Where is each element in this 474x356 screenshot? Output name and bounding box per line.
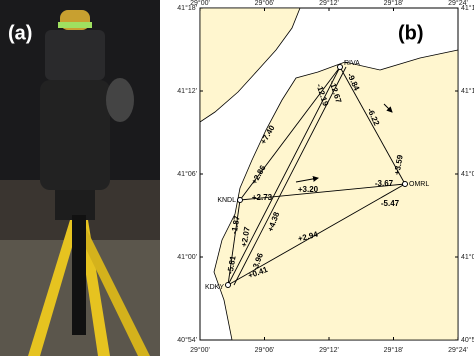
lon-label: 29°12' [319, 0, 339, 7]
lat-label: 41°12' [177, 87, 197, 95]
panel-label: (b) [398, 22, 424, 44]
lat-label: 41°00' [461, 253, 474, 261]
station [403, 182, 408, 187]
station [238, 198, 243, 203]
lat-label: 40°54' [177, 336, 197, 344]
lon-label: 29°00' [190, 346, 210, 354]
map [200, 8, 458, 340]
baseline-label: +2.73 [252, 193, 273, 202]
photo [0, 0, 160, 356]
figure: (a) (b) 29°00'29°00'29°06'29°06'29°12'29… [0, 0, 474, 356]
station-label: KNDL [217, 197, 236, 204]
lat-label: 41°06' [461, 170, 474, 178]
station-label: RIVA [344, 60, 360, 67]
lat-label: 41°18' [177, 4, 197, 12]
lat-label: 41°18' [461, 4, 474, 12]
station-label: OMRL [409, 181, 429, 188]
baseline-label: -5.47 [381, 199, 400, 208]
lat-label: 41°12' [461, 87, 474, 95]
lon-label: 29°06' [255, 0, 275, 7]
lat-label: 41°00' [177, 253, 197, 261]
lat-label: 40°54' [461, 336, 474, 344]
lon-label: 29°24' [448, 346, 468, 354]
panel-label: (a) [8, 22, 32, 44]
lat-label: 41°06' [177, 170, 197, 178]
baseline-label: +3.20 [298, 185, 319, 194]
lon-label: 29°18' [384, 0, 404, 7]
lon-label: 29°12' [319, 346, 339, 354]
lon-label: 29°18' [384, 346, 404, 354]
station [338, 65, 343, 70]
station [226, 283, 231, 288]
baseline-label: -3.67 [375, 179, 394, 188]
lon-label: 29°06' [255, 346, 275, 354]
station-label: KDKY [205, 284, 224, 291]
